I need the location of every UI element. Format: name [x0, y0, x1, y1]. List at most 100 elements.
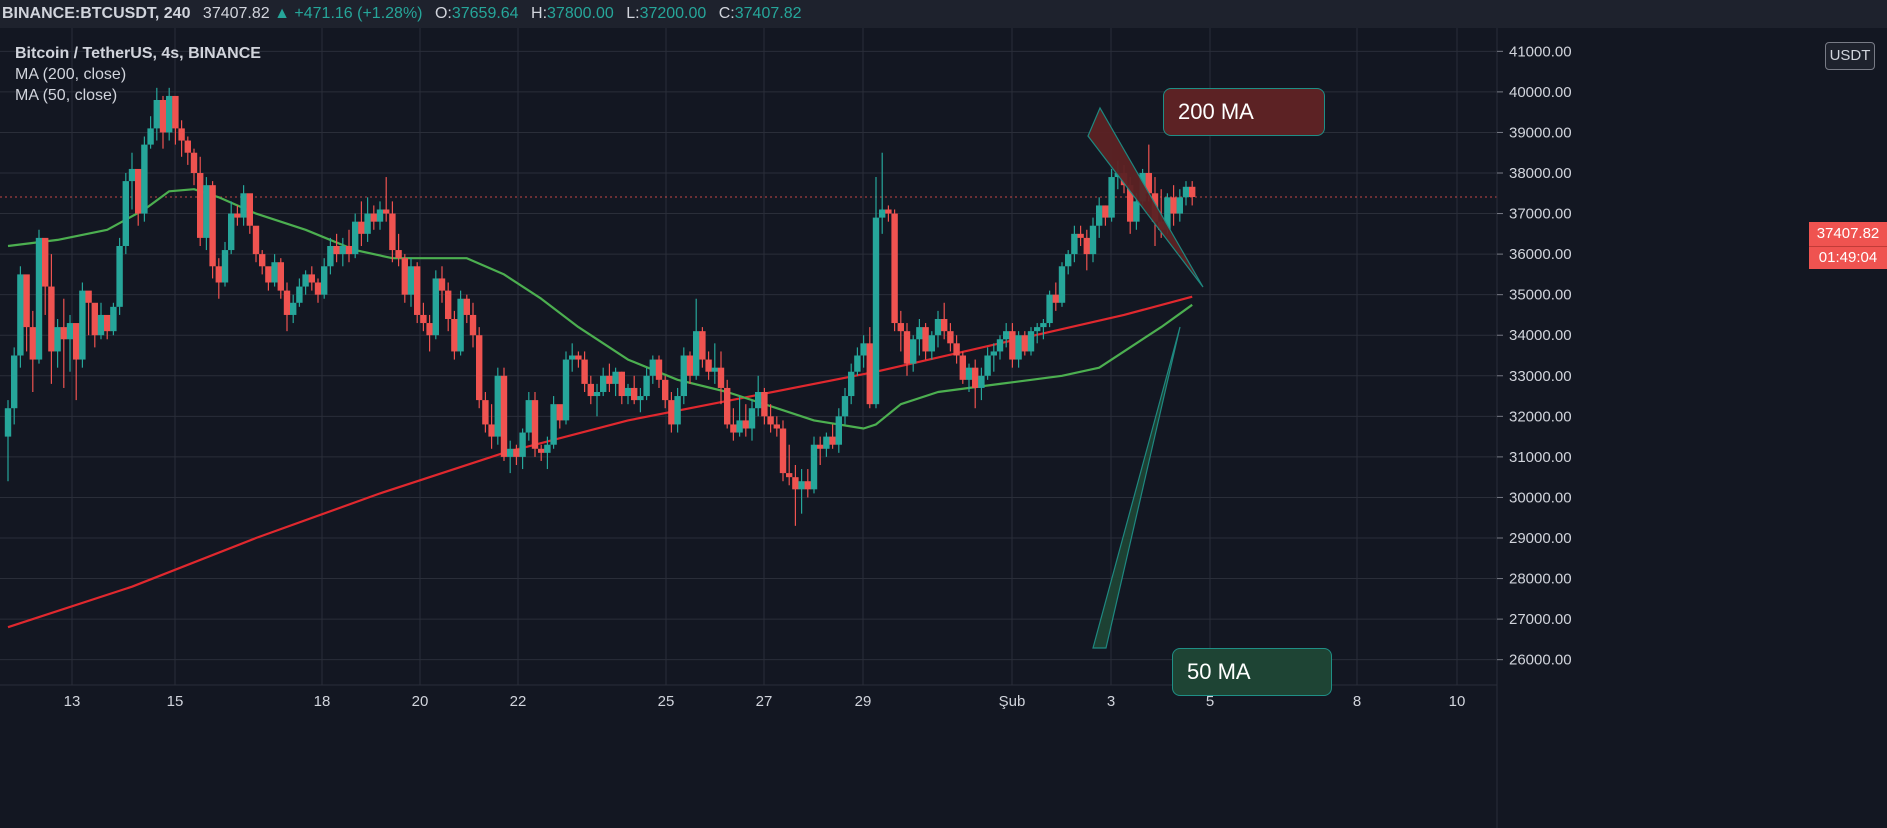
candle-body — [1077, 233, 1084, 238]
candle — [655, 355, 663, 388]
candle — [1189, 181, 1196, 206]
price-axis[interactable]: 26000.00 27000.00 28000.00 29000.00 30000.00… — [1496, 28, 1887, 828]
candle-body — [116, 246, 123, 307]
candle-body — [122, 181, 129, 246]
candle — [1034, 323, 1041, 344]
ma200-line — [7, 295, 1193, 629]
candle — [742, 404, 749, 437]
candle-body — [984, 355, 991, 376]
candle — [79, 282, 86, 368]
candle — [544, 436, 551, 470]
candle-body — [779, 428, 787, 474]
candle-body — [383, 209, 390, 214]
candle — [283, 282, 291, 332]
close-label: C: — [718, 5, 735, 22]
change-arrow-icon: ▲ — [274, 5, 290, 22]
candle-body — [500, 375, 508, 457]
candle-body — [891, 213, 898, 324]
x-tick-label: 15 — [167, 693, 184, 710]
candle — [141, 136, 148, 222]
candle-body — [221, 250, 229, 283]
candle-body — [879, 209, 886, 218]
candle — [649, 355, 656, 384]
candle — [748, 400, 756, 441]
candle-body — [166, 95, 173, 133]
candle-body — [1003, 331, 1010, 340]
candle — [376, 201, 384, 230]
candle-body — [829, 436, 836, 445]
candle-body — [159, 100, 167, 133]
candle — [848, 363, 855, 405]
legend-title[interactable]: Bitcoin / TetherUS, 4s, BINANCE — [15, 45, 261, 62]
candle-body — [1096, 205, 1103, 226]
candle — [97, 302, 105, 340]
candle — [23, 274, 30, 352]
candle — [469, 302, 477, 348]
candle-body — [513, 448, 520, 457]
candle — [259, 250, 266, 275]
currency-badge[interactable]: USDT — [1825, 42, 1875, 70]
y-tick-label: 32000.00 — [1509, 408, 1572, 425]
candle-body — [525, 400, 532, 433]
candle-body — [1108, 177, 1115, 218]
candle-body — [128, 168, 136, 182]
candle — [426, 314, 433, 352]
candle-body — [767, 416, 774, 425]
symbol-label[interactable]: BINANCE:BTCUSDT, 240 — [2, 5, 191, 22]
candle — [1040, 319, 1047, 340]
candle — [972, 359, 979, 409]
countdown-badge: 01:49:04 — [1809, 246, 1887, 269]
candle — [569, 343, 576, 372]
candle — [798, 469, 805, 514]
candle-body — [283, 290, 291, 315]
ma200-layer — [7, 295, 1193, 629]
candle-body — [1083, 237, 1090, 255]
candle — [600, 367, 607, 397]
candle — [1176, 189, 1183, 222]
callout-200-ma[interactable]: 200 MA — [1163, 88, 1325, 136]
y-tick-label: 34000.00 — [1509, 327, 1572, 344]
candle — [389, 201, 396, 263]
candle-body — [581, 359, 588, 384]
candle-body — [903, 331, 911, 364]
candle — [60, 298, 67, 388]
candle — [1170, 185, 1177, 226]
callout-50-ma[interactable]: 50 MA — [1172, 648, 1332, 696]
candle-body — [482, 400, 489, 425]
candle-body — [662, 379, 669, 401]
legend-ma200[interactable]: MA (200, close) — [15, 66, 127, 83]
candle-body — [197, 173, 204, 238]
candle-body — [972, 367, 979, 388]
candle — [1058, 262, 1066, 307]
candle — [339, 237, 346, 267]
open-label: O: — [434, 5, 452, 22]
candle — [42, 237, 49, 315]
candle-body — [104, 314, 111, 332]
candle-body — [699, 331, 706, 360]
candle-body — [1021, 335, 1028, 352]
price-chart[interactable]: 26000.00 27000.00 28000.00 29000.00 30000.00… — [0, 28, 1887, 828]
candle — [587, 375, 594, 405]
candle — [494, 367, 501, 445]
candle-body — [438, 278, 446, 291]
candle — [736, 396, 743, 437]
y-tick-label: 38000.00 — [1509, 165, 1572, 182]
candle-body — [686, 355, 694, 376]
candle — [116, 237, 123, 315]
candle — [358, 201, 365, 246]
candle — [29, 310, 36, 392]
candle-body — [705, 359, 712, 372]
candle-body — [755, 392, 762, 409]
candle — [984, 347, 991, 380]
candle-body — [345, 246, 353, 255]
candle — [215, 258, 222, 299]
callout-200-label: 200 MA — [1178, 99, 1254, 124]
y-tick-label: 33000.00 — [1509, 368, 1572, 385]
candle-body — [575, 355, 582, 360]
candle — [190, 148, 198, 186]
candle-body — [203, 185, 210, 238]
candle — [290, 294, 297, 324]
legend-ma50[interactable]: MA (50, close) — [15, 87, 118, 104]
x-tick-label: 13 — [64, 693, 81, 710]
candle — [308, 266, 315, 291]
